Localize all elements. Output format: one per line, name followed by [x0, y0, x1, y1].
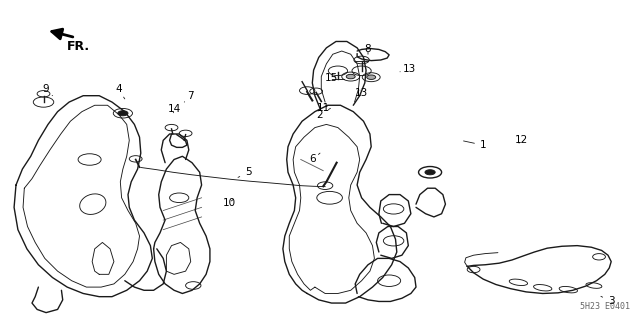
Circle shape	[118, 111, 128, 116]
Text: 13: 13	[400, 63, 416, 74]
Text: 8: 8	[365, 44, 371, 55]
Text: 15: 15	[325, 73, 338, 83]
Text: 14: 14	[168, 104, 180, 114]
Text: 13: 13	[355, 87, 368, 98]
Text: 5H23 E0401: 5H23 E0401	[580, 302, 630, 311]
Circle shape	[425, 170, 435, 175]
Text: 10: 10	[223, 197, 236, 208]
Text: 5: 5	[238, 167, 252, 177]
Text: 2: 2	[317, 108, 330, 120]
Text: 12: 12	[515, 135, 528, 145]
Circle shape	[346, 74, 355, 79]
Text: 9: 9	[43, 84, 52, 96]
Text: 4: 4	[115, 84, 125, 99]
Text: FR.: FR.	[67, 40, 90, 53]
Circle shape	[367, 75, 376, 79]
Text: 6: 6	[309, 153, 320, 165]
Text: 7: 7	[184, 91, 194, 102]
Text: 11: 11	[317, 103, 330, 114]
Text: 3: 3	[601, 296, 614, 307]
Text: 1: 1	[463, 140, 486, 150]
